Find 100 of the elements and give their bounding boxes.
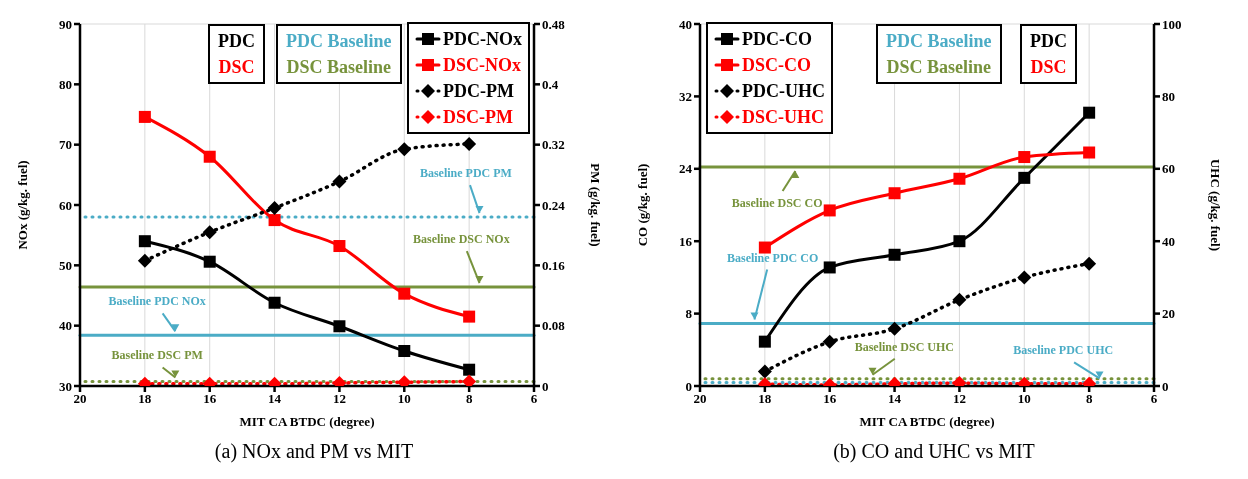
point — [1018, 151, 1031, 164]
y-tick-label: 80 — [59, 76, 72, 92]
y-tick-label: 90 — [59, 16, 72, 32]
point — [1083, 106, 1096, 119]
point — [758, 335, 771, 348]
ref-line-label: Baseline PDC UHC — [1013, 343, 1114, 358]
text: (b) CO and UHC vs MIT — [832, 440, 1036, 463]
point — [138, 235, 151, 248]
y2-axis-title: PM (g/kg. fuel) — [588, 163, 604, 247]
point — [333, 320, 346, 333]
x-tick-label: 10 — [397, 391, 411, 407]
legend-label: DSC-NOx — [443, 54, 522, 77]
y-axis-title: CO (g/kg. fuel) — [634, 163, 650, 247]
point — [953, 172, 966, 185]
y-tick-label: 60 — [59, 197, 72, 213]
point — [137, 253, 152, 268]
annotation: DSC Baseline — [286, 56, 392, 79]
y2-tick-label: 20 — [1162, 306, 1175, 322]
point — [1083, 146, 1096, 159]
legend-label: PDC-PM — [443, 80, 514, 103]
y-tick-label: 32 — [679, 89, 692, 105]
y2-tick-label: 0.48 — [542, 16, 566, 32]
legend-label: DSC-CO — [742, 54, 812, 77]
text: (a) NOx and PM vs MIT — [213, 440, 415, 463]
x-tick-label: 18 — [758, 391, 772, 407]
y-tick-label: 30 — [59, 378, 72, 394]
point — [953, 235, 966, 248]
ref-line-label: Baseline DSC NOx — [413, 232, 510, 247]
annotation: DSC Baseline — [886, 56, 992, 79]
y-tick-label: 70 — [59, 137, 72, 153]
x-tick-label: 14 — [268, 391, 282, 407]
x-tick-label: 8 — [1085, 391, 1093, 407]
y-tick-label: 16 — [679, 233, 693, 249]
y2-tick-label: 0 — [542, 378, 549, 394]
ref-line-label: Baseline DSC CO — [731, 195, 823, 210]
y-tick-label: 40 — [59, 318, 72, 334]
y2-tick-label: 0 — [1162, 378, 1169, 394]
y2-tick-label: 0.16 — [542, 257, 566, 273]
point — [888, 187, 901, 200]
y2-tick-label: 60 — [1162, 161, 1175, 177]
ref-line-label: Baseline PDC NOx — [108, 294, 206, 309]
annotation: PDC Baseline — [886, 30, 992, 53]
y2-tick-label: 100 — [1162, 16, 1182, 32]
point — [463, 363, 476, 376]
legend-label: PDC-CO — [742, 28, 812, 51]
y2-tick-label: 0.08 — [542, 318, 566, 334]
x-tick-label: 6 — [1150, 391, 1158, 407]
legend-label: PDC-UHC — [742, 80, 825, 103]
y-tick-label: 8 — [685, 306, 693, 322]
point — [268, 296, 281, 309]
x-tick-label: 20 — [73, 391, 87, 407]
point — [823, 261, 836, 274]
x-axis-title: MIT CA BTDC (degree) — [859, 414, 995, 429]
x-axis-title: MIT CA BTDC (degree) — [239, 414, 375, 429]
point — [462, 136, 477, 151]
x-tick-label: 6 — [530, 391, 538, 407]
annotation: PDC Baseline — [286, 30, 392, 53]
point — [462, 374, 477, 386]
annotation: PDC — [218, 30, 255, 53]
x-tick-label: 10 — [1017, 391, 1031, 407]
point — [138, 110, 151, 123]
point — [267, 201, 282, 216]
annotation: DSC — [1030, 56, 1067, 79]
x-tick-label: 20 — [693, 391, 707, 407]
x-tick-label: 12 — [332, 391, 346, 407]
y2-axis-title: UHC (g/kg. fuel) — [1208, 158, 1224, 252]
point — [203, 150, 216, 163]
x-tick-label: 16 — [203, 391, 217, 407]
y-tick-label: 50 — [59, 257, 72, 273]
x-tick-label: 8 — [465, 391, 473, 407]
point — [398, 287, 411, 300]
point — [463, 310, 476, 323]
ref-line-label: Baseline PDC CO — [726, 250, 819, 265]
legend-label: DSC-PM — [443, 106, 513, 129]
point — [203, 255, 216, 268]
y-tick-label: 0 — [685, 378, 692, 394]
annotation: PDC — [1030, 30, 1067, 53]
y2-tick-label: 0.4 — [542, 76, 559, 92]
x-tick-label: 14 — [888, 391, 902, 407]
y-axis-title: NOx (g/kg. fuel) — [14, 160, 30, 250]
y2-tick-label: 40 — [1162, 233, 1175, 249]
x-tick-label: 16 — [823, 391, 837, 407]
y2-tick-label: 0.32 — [542, 137, 565, 153]
point — [332, 174, 347, 189]
y-tick-label: 24 — [679, 161, 693, 177]
point — [888, 248, 901, 261]
point — [398, 345, 411, 358]
ref-line-label: Baseline DSC PM — [111, 348, 203, 363]
point — [202, 225, 217, 240]
ref-line-label: Baseline PDC PM — [419, 166, 512, 181]
point — [823, 204, 836, 217]
x-tick-label: 12 — [952, 391, 966, 407]
legend-label: PDC-NOx — [443, 28, 522, 51]
legend-label: DSC-UHC — [742, 106, 825, 129]
y2-tick-label: 0.24 — [542, 197, 566, 213]
y2-tick-label: 80 — [1162, 89, 1175, 105]
point — [333, 240, 346, 253]
point — [758, 241, 771, 254]
ref-line-label: Baseline DSC UHC — [854, 339, 954, 354]
x-tick-label: 18 — [138, 391, 152, 407]
